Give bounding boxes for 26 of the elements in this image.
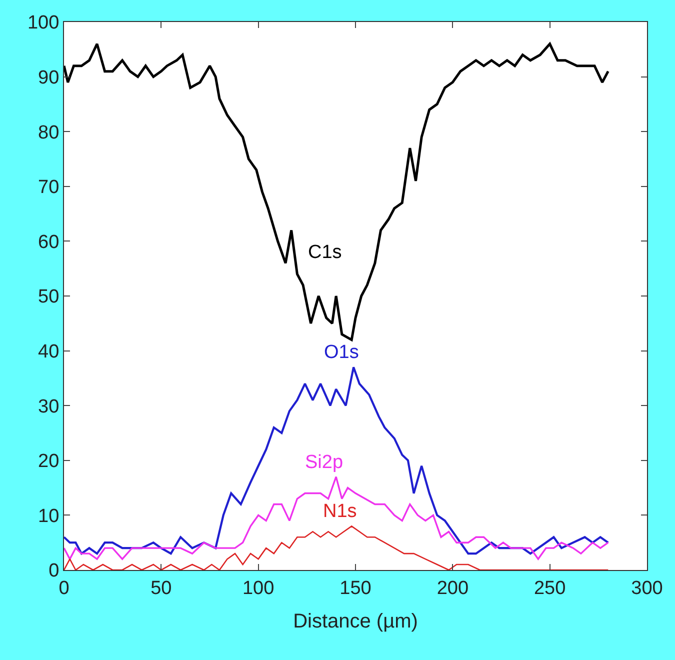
x-axis-title: Distance (µm) [293, 610, 418, 632]
y-tick-label: 20 [38, 451, 60, 472]
y-tick-label: 80 [38, 122, 60, 144]
y-tick-label: 0 [48, 560, 60, 582]
x-tick-label: 150 [340, 578, 372, 599]
line-series [64, 42, 610, 342]
y-tick-label: 50 [38, 286, 60, 308]
x-tick-label: 50 [150, 578, 172, 599]
line-series [64, 526, 609, 570]
y-tick-label: 90 [38, 67, 60, 88]
series-label: C1s [308, 242, 342, 263]
y-tick-label: 100 [27, 12, 60, 34]
x-tick-label: 300 [631, 578, 663, 599]
x-tick-label: 100 [242, 578, 274, 599]
y-tick-label: 30 [38, 396, 60, 418]
y-tick-label: 10 [38, 506, 60, 527]
x-tick-label: 200 [436, 578, 469, 599]
y-tick-label: 60 [38, 232, 60, 253]
line-series [64, 476, 609, 560]
x-tick-label: 250 [534, 578, 566, 599]
series-label: O1s [324, 342, 359, 363]
y-tick-label: 70 [38, 177, 60, 198]
y-tick-label: 40 [38, 341, 60, 362]
series-label: N1s [323, 501, 357, 522]
series-label: Si2p [305, 452, 344, 473]
line-series [64, 366, 610, 555]
